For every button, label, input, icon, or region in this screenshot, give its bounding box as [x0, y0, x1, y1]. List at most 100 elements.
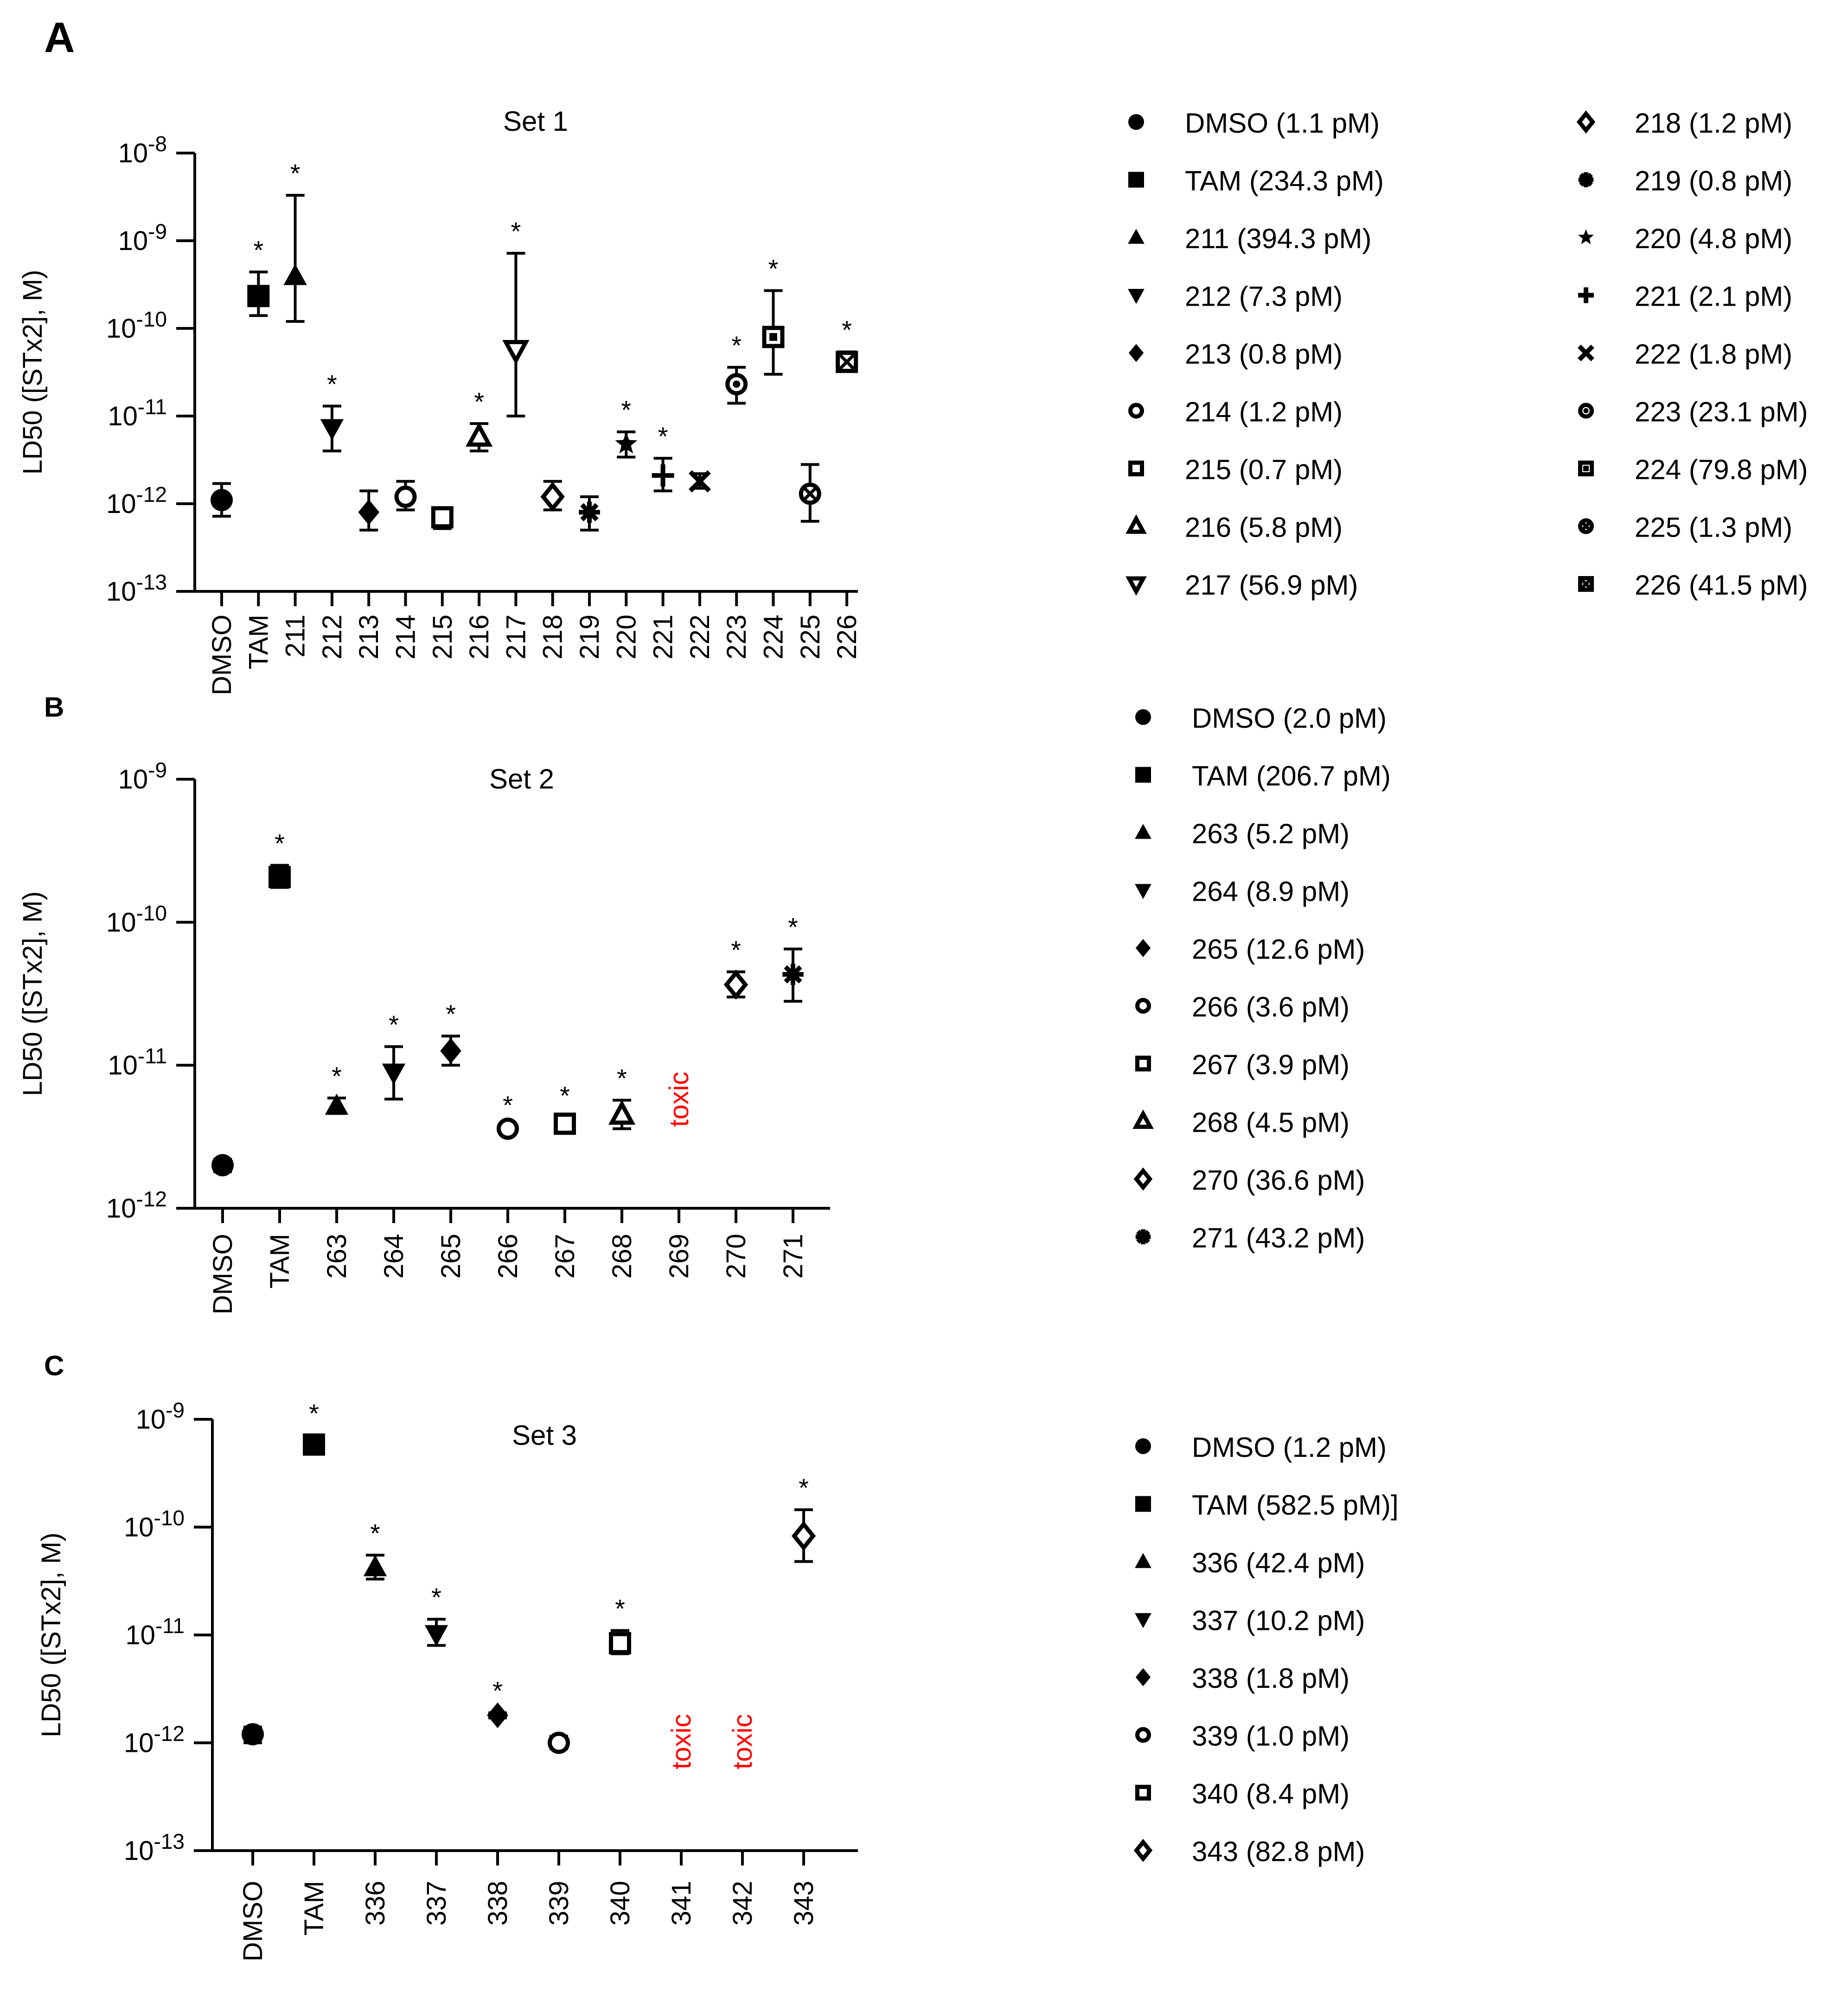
legend-item: 267 (3.9 pM) [1135, 1049, 1349, 1080]
legend-label: 218 (1.2 pM) [1635, 108, 1792, 139]
x-tick-label: TAM [243, 615, 274, 669]
x-tick-label: 216 [464, 615, 494, 660]
legend-item: 225 (1.3 pM) [1578, 512, 1792, 543]
legend-item: 268 (4.5 pM) [1132, 1107, 1349, 1138]
x-tick-label: 263 [322, 1234, 352, 1279]
legend-label: DMSO (1.2 pM) [1192, 1432, 1387, 1463]
legend-item: 265 (12.6 pM) [1135, 934, 1365, 965]
legend-item: 263 (5.2 pM) [1135, 818, 1349, 849]
significance-star: * [492, 1676, 503, 1705]
legend-item: DMSO (1.1 pM) [1128, 108, 1380, 139]
legend-item: 343 (82.8 pM) [1133, 1836, 1365, 1867]
legend-marker [1578, 172, 1594, 187]
marker [424, 1625, 448, 1647]
legend-item: 264 (8.9 pM) [1135, 876, 1349, 907]
significance-star: * [275, 829, 285, 858]
data-point-217: * [502, 217, 530, 417]
data-point-213 [358, 489, 379, 532]
legend-label: 263 (5.2 pM) [1192, 818, 1349, 849]
x-tick-label: 222 [685, 615, 715, 660]
x-tick-label: 341 [666, 1881, 697, 1926]
x-tick-label: 215 [428, 615, 458, 660]
x-tick-label: 266 [493, 1234, 523, 1279]
legend-item: 221 (2.1 pM) [1578, 281, 1792, 312]
data-point-222 [688, 470, 711, 493]
marker [211, 1154, 234, 1177]
y-tick-label: 10-9 [118, 758, 167, 795]
x-tick-label: 270 [721, 1234, 751, 1279]
panel-b: B Set 2 10-12 10-11 10-10 10-9 LD50 ([STx2], M… [18, 692, 1391, 1314]
y-tick-label: 10-11 [108, 1044, 167, 1081]
y-tick-label: 10-10 [106, 901, 167, 937]
legend-marker [1125, 576, 1147, 596]
legend-item: 219 (0.8 pM) [1578, 166, 1792, 197]
x-tick-label: DMSO [207, 615, 237, 695]
data-point-264: * [382, 1010, 406, 1101]
data-point-218 [540, 480, 565, 512]
legend-marker [1578, 345, 1594, 361]
legend-marker [1135, 998, 1151, 1014]
significance-star: * [617, 1064, 627, 1093]
legend-label: 265 (12.6 pM) [1192, 934, 1365, 965]
x-tick-label: 211 [281, 615, 311, 657]
x-tick-label: 224 [759, 615, 789, 660]
x-tick-label: 214 [391, 615, 421, 660]
significance-star: * [474, 387, 484, 416]
marker [382, 1064, 406, 1085]
error-bar [506, 251, 525, 417]
marker [782, 963, 804, 985]
data-point-339 [548, 1731, 570, 1754]
legend-label: 221 (2.1 pM) [1635, 281, 1792, 312]
x-tick-label: 269 [664, 1234, 694, 1279]
legend-label: 216 (5.8 pM) [1185, 512, 1343, 543]
legend-item: 222 (1.8 pM) [1578, 339, 1792, 370]
legend-marker [1128, 288, 1145, 304]
y-axis-label: LD50 ([STx2], M) [36, 1532, 66, 1737]
marker [725, 373, 748, 396]
significance-star: * [768, 254, 779, 283]
panel-a: A Set 1 10-13 10-12 10-11 10-10 10-9 10-8 LD50 (… [18, 14, 1808, 695]
marker [303, 1433, 325, 1456]
marker [363, 1555, 387, 1577]
legend-marker [1135, 1438, 1151, 1454]
legend-marker [1128, 344, 1144, 362]
toxic-label: toxic [728, 1714, 758, 1769]
x-tick-label: 338 [483, 1881, 513, 1926]
legend-item: 339 (1.0 pM) [1135, 1721, 1349, 1752]
legend-item: 337 (10.2 pM) [1135, 1605, 1365, 1636]
x-tick-label: 223 [722, 615, 752, 660]
legend-item: TAM (582.5 pM)] [1135, 1490, 1399, 1521]
x-tick-label: 213 [354, 615, 384, 660]
x-tick-label: 342 [728, 1881, 758, 1926]
marker [688, 470, 711, 493]
x-tick-label: 212 [317, 615, 347, 660]
legend-item: 270 (36.6 pM) [1133, 1165, 1365, 1196]
data-point-226: * [836, 315, 858, 373]
significance-star: * [332, 1061, 342, 1090]
legend-item: TAM (206.7 pM) [1135, 761, 1391, 792]
legend-item: 338 (1.8 pM) [1135, 1663, 1349, 1694]
legend-item: 271 (43.2 pM) [1135, 1223, 1365, 1254]
legend-marker [1128, 229, 1145, 244]
data-point-dmso [211, 1154, 234, 1177]
legend-label: 339 (1.0 pM) [1192, 1721, 1349, 1752]
marker [791, 1521, 816, 1551]
legend-marker [1135, 1785, 1151, 1801]
y-axis-label: LD50 ([STx2], M) [18, 270, 48, 475]
legend-label: TAM (206.7 pM) [1192, 761, 1391, 792]
data-point-216: * [465, 387, 493, 453]
marker [394, 486, 417, 508]
legend-label: TAM (234.3 pM) [1185, 166, 1384, 197]
y-tick-label: 10-13 [124, 1829, 185, 1866]
data-point-tam: * [269, 829, 291, 889]
legend-item: 216 (5.8 pM) [1125, 512, 1343, 543]
significance-star: * [658, 422, 668, 451]
legend-label: 225 (1.3 pM) [1635, 512, 1792, 543]
legend-label: 264 (8.9 pM) [1192, 876, 1349, 907]
legend-marker [1576, 110, 1596, 134]
data-point-265: * [440, 1000, 461, 1067]
legend-marker [1135, 884, 1151, 899]
legend-marker [1135, 1496, 1151, 1512]
legend-item: TAM (234.3 pM) [1128, 166, 1384, 197]
data-point-336: * [363, 1519, 387, 1581]
